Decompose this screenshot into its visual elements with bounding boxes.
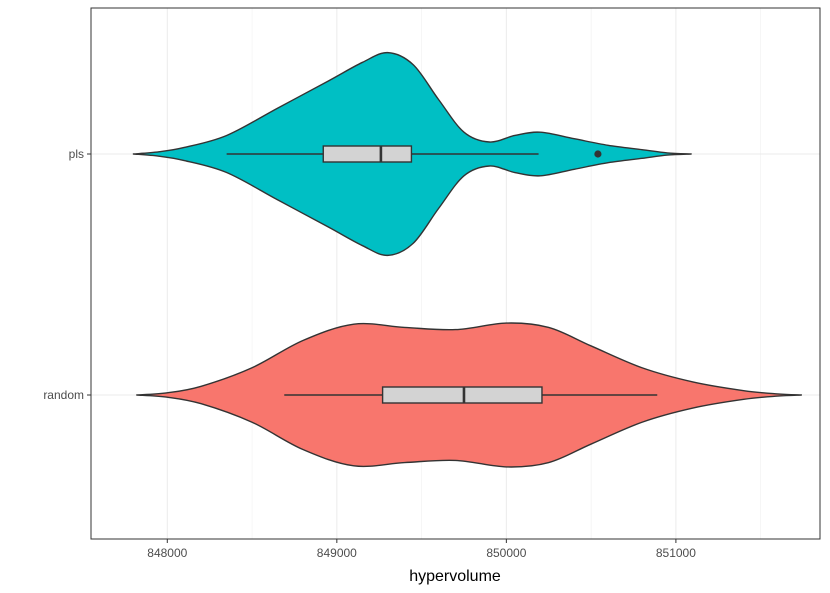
violins — [132, 51, 803, 468]
x-tick-label: 851000 — [656, 546, 696, 560]
box-pls — [322, 145, 413, 163]
y-tick-label: pls — [69, 147, 84, 161]
x-tick-label: 849000 — [317, 546, 357, 560]
y-tick-label: random — [43, 388, 84, 402]
violin-group-pls — [132, 51, 692, 257]
x-tick-label: 850000 — [486, 546, 526, 560]
y-axis: pls random — [43, 147, 91, 402]
outlier-pls — [594, 150, 602, 158]
box-random — [381, 386, 543, 404]
x-tick-label: 848000 — [147, 546, 187, 560]
plot-panel-border — [90, 7, 821, 540]
violin-group-random — [136, 322, 803, 468]
x-axis-title: hypervolume — [409, 568, 501, 585]
x-axis: 848000 849000 850000 851000 — [147, 539, 696, 560]
